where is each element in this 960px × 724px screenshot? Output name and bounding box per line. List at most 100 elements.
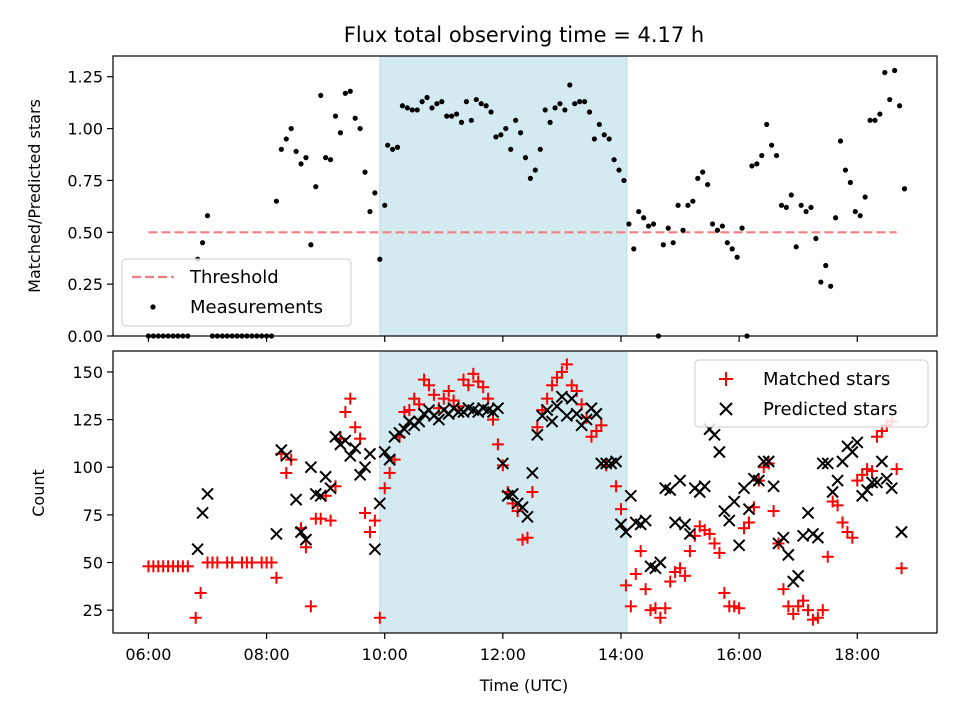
measurement-point [414, 107, 420, 113]
predicted-star-point [742, 502, 756, 516]
top-y-tick-label: 1.00 [67, 120, 103, 139]
predicted-star-point [870, 476, 884, 489]
matched-star-point [462, 379, 475, 392]
predicted-star-point [851, 436, 864, 449]
measurement-point [783, 204, 789, 211]
measurement-point [567, 82, 573, 88]
predicted-star-point [895, 525, 908, 539]
matched-star-point [359, 506, 372, 519]
measurement-point [488, 109, 494, 115]
predicted-star-point [304, 461, 318, 474]
predicted-star-point [491, 401, 505, 415]
bottom-legend-box [694, 359, 929, 428]
measurement-point [557, 101, 563, 107]
matched-star-point [467, 367, 480, 380]
bottom-axes-frame [112, 350, 938, 634]
measurement-point [385, 142, 391, 148]
measurement-point [739, 225, 745, 231]
measurement-point [522, 155, 529, 161]
measurement-point [872, 117, 878, 123]
predicted-star-point [196, 506, 209, 520]
measurement-point [729, 246, 735, 252]
matched-legend-label: Matched stars [763, 369, 890, 390]
measurement-point [803, 208, 809, 215]
measurement-point [616, 167, 622, 173]
measurement-point [382, 202, 388, 208]
measurement-point [434, 101, 440, 107]
measurement-point [372, 190, 378, 196]
measurement-point [308, 242, 314, 248]
measurement-point [498, 132, 504, 138]
bottom-x-tick-label: 14:00 [598, 645, 644, 664]
measurement-point [823, 262, 829, 269]
top-axes-frame [112, 55, 938, 337]
measurement-point [362, 169, 368, 175]
measurement-point [828, 283, 834, 289]
bottom-x-ticks: 06:00 08:00 10:00 12:00 14:00 16:00 18:00 [125, 633, 880, 664]
top-legend: Threshold Measurements [121, 258, 352, 327]
matched-star-point [659, 602, 672, 615]
matched-star-point [674, 562, 687, 575]
predicted-star-point [811, 531, 825, 544]
measurement-point [832, 215, 839, 221]
matched-star-point [181, 560, 194, 573]
predicted-star-point [614, 518, 628, 531]
matched-star-point [546, 379, 559, 392]
measurement-point [332, 113, 339, 119]
predicted-star-point [777, 531, 790, 544]
chart-title: Flux total observing time = 4.17 h [344, 23, 704, 47]
matched-star-point [373, 611, 386, 624]
predicted-star-point [550, 400, 564, 413]
predicted-star-point [412, 415, 426, 428]
predicted-star-point [791, 569, 805, 583]
predicted-stars-points [191, 390, 908, 588]
measurement-point [650, 221, 657, 227]
measurement-point [901, 186, 908, 192]
predicted-star-point [737, 481, 751, 495]
measurement-point [204, 213, 211, 219]
measurement-point [288, 125, 294, 132]
predicted-star-point [506, 487, 519, 501]
measurement-point [273, 198, 280, 204]
threshold-legend-label: Threshold [189, 267, 279, 288]
predicted-star-point [545, 415, 559, 428]
matched-star-point [777, 583, 790, 596]
matched-star-point [491, 438, 504, 451]
matched-star-point [767, 505, 780, 518]
predicted-star-point [762, 455, 775, 468]
matched-star-point [654, 611, 667, 624]
matched-star-point [349, 421, 362, 434]
measurement-point [577, 99, 583, 105]
top-x-ticks [147, 336, 858, 342]
predicted-star-point [432, 413, 446, 426]
measurement-point [483, 103, 489, 109]
measurement-point [685, 202, 691, 208]
top-legend-box [121, 258, 352, 327]
measurement-point [352, 115, 358, 121]
predicted-star-point [678, 518, 692, 531]
predicted-star-point [860, 483, 874, 497]
measurement-point [318, 92, 324, 99]
matched-star-point [619, 579, 632, 592]
matched-star-point [595, 419, 608, 432]
measurement-point [867, 117, 873, 123]
measurement-point [611, 157, 617, 163]
top-y-axis-label: Matched/Predicted stars [25, 99, 44, 293]
bottom-x-tick-label: 10:00 [362, 645, 408, 664]
measurement-point [424, 94, 430, 101]
measurement-point [596, 121, 602, 128]
top-y-ticks: 0.00 0.25 0.50 0.75 1.00 1.25 [67, 68, 113, 346]
measurement-point [636, 208, 642, 215]
predicted-star-point [201, 487, 214, 501]
measurement-point [670, 240, 676, 246]
predicted-star-point [821, 457, 834, 470]
matched-star-point [846, 531, 859, 544]
top-y-tick-label: 0.25 [67, 275, 103, 294]
measurement-point [621, 177, 627, 184]
measurement-point [877, 111, 883, 117]
measurement-point [478, 101, 484, 107]
matched-star-point [339, 405, 352, 418]
predicted-star-point [826, 485, 839, 499]
bottom-x-tick-label: 06:00 [125, 645, 171, 664]
measurement-point [527, 175, 534, 181]
